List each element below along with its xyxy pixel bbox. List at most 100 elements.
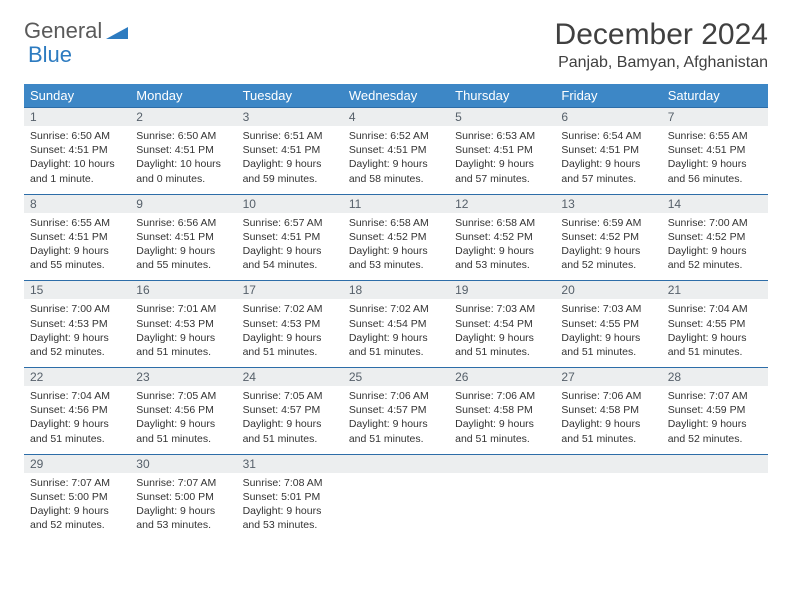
- day-number-cell: 28: [662, 368, 768, 387]
- day-data-cell: Sunrise: 7:04 AMSunset: 4:56 PMDaylight:…: [24, 386, 130, 454]
- day-number-cell: [449, 454, 555, 473]
- day-data-cell: Sunrise: 7:03 AMSunset: 4:54 PMDaylight:…: [449, 299, 555, 367]
- sunrise-text: Sunrise: 7:00 AM: [30, 302, 124, 316]
- sunrise-text: Sunrise: 6:58 AM: [455, 216, 549, 230]
- sunset-text: Sunset: 4:58 PM: [455, 403, 549, 417]
- day-number-row: 293031: [24, 454, 768, 473]
- daylight-text: Daylight: 9 hours and 51 minutes.: [455, 417, 549, 445]
- day-data-cell: Sunrise: 7:03 AMSunset: 4:55 PMDaylight:…: [555, 299, 661, 367]
- day-number-cell: [555, 454, 661, 473]
- day-data-cell: Sunrise: 7:02 AMSunset: 4:53 PMDaylight:…: [237, 299, 343, 367]
- sunset-text: Sunset: 4:51 PM: [243, 143, 337, 157]
- day-number-cell: 13: [555, 194, 661, 213]
- day-number-cell: 26: [449, 368, 555, 387]
- day-data-cell: [343, 473, 449, 541]
- daylight-text: Daylight: 9 hours and 53 minutes.: [349, 244, 443, 272]
- day-data-cell: Sunrise: 7:00 AMSunset: 4:52 PMDaylight:…: [662, 213, 768, 281]
- weekday-header: Thursday: [449, 84, 555, 108]
- day-data-row: Sunrise: 6:55 AMSunset: 4:51 PMDaylight:…: [24, 213, 768, 281]
- sunrise-text: Sunrise: 7:06 AM: [455, 389, 549, 403]
- sunrise-text: Sunrise: 6:50 AM: [136, 129, 230, 143]
- sunrise-text: Sunrise: 6:56 AM: [136, 216, 230, 230]
- day-number-cell: 16: [130, 281, 236, 300]
- day-number-cell: 24: [237, 368, 343, 387]
- sunrise-text: Sunrise: 6:51 AM: [243, 129, 337, 143]
- weekday-header: Saturday: [662, 84, 768, 108]
- day-data-cell: Sunrise: 6:50 AMSunset: 4:51 PMDaylight:…: [130, 126, 236, 194]
- day-number-cell: 3: [237, 108, 343, 127]
- day-data-cell: Sunrise: 7:06 AMSunset: 4:58 PMDaylight:…: [555, 386, 661, 454]
- sunrise-text: Sunrise: 7:00 AM: [668, 216, 762, 230]
- day-data-cell: Sunrise: 6:50 AMSunset: 4:51 PMDaylight:…: [24, 126, 130, 194]
- day-data-cell: Sunrise: 7:06 AMSunset: 4:58 PMDaylight:…: [449, 386, 555, 454]
- sunset-text: Sunset: 4:56 PM: [136, 403, 230, 417]
- sunrise-text: Sunrise: 6:55 AM: [668, 129, 762, 143]
- daylight-text: Daylight: 9 hours and 55 minutes.: [30, 244, 124, 272]
- sunset-text: Sunset: 4:59 PM: [668, 403, 762, 417]
- day-number-cell: 1: [24, 108, 130, 127]
- day-number-row: 22232425262728: [24, 368, 768, 387]
- daylight-text: Daylight: 9 hours and 52 minutes.: [30, 331, 124, 359]
- daylight-text: Daylight: 9 hours and 51 minutes.: [349, 331, 443, 359]
- brand-word1: General: [24, 18, 102, 44]
- day-number-cell: 5: [449, 108, 555, 127]
- day-number-row: 15161718192021: [24, 281, 768, 300]
- day-data-row: Sunrise: 7:07 AMSunset: 5:00 PMDaylight:…: [24, 473, 768, 541]
- sunset-text: Sunset: 4:53 PM: [243, 317, 337, 331]
- sunrise-text: Sunrise: 6:54 AM: [561, 129, 655, 143]
- day-number-cell: 9: [130, 194, 236, 213]
- weekday-header-row: Sunday Monday Tuesday Wednesday Thursday…: [24, 84, 768, 108]
- sunrise-text: Sunrise: 7:03 AM: [455, 302, 549, 316]
- sunset-text: Sunset: 4:54 PM: [349, 317, 443, 331]
- sunset-text: Sunset: 4:52 PM: [349, 230, 443, 244]
- day-data-cell: Sunrise: 6:51 AMSunset: 4:51 PMDaylight:…: [237, 126, 343, 194]
- day-number-cell: 21: [662, 281, 768, 300]
- day-data-cell: Sunrise: 6:54 AMSunset: 4:51 PMDaylight:…: [555, 126, 661, 194]
- sunrise-text: Sunrise: 7:05 AM: [136, 389, 230, 403]
- header: General December 2024 Panjab, Bamyan, Af…: [24, 18, 768, 72]
- sunset-text: Sunset: 4:51 PM: [30, 143, 124, 157]
- day-data-cell: Sunrise: 6:59 AMSunset: 4:52 PMDaylight:…: [555, 213, 661, 281]
- daylight-text: Daylight: 9 hours and 51 minutes.: [243, 331, 337, 359]
- sunset-text: Sunset: 5:00 PM: [136, 490, 230, 504]
- sunset-text: Sunset: 4:51 PM: [243, 230, 337, 244]
- daylight-text: Daylight: 9 hours and 51 minutes.: [30, 417, 124, 445]
- sunset-text: Sunset: 5:00 PM: [30, 490, 124, 504]
- brand-word2: Blue: [28, 42, 72, 68]
- location-text: Panjab, Bamyan, Afghanistan: [555, 54, 768, 72]
- day-data-cell: Sunrise: 7:01 AMSunset: 4:53 PMDaylight:…: [130, 299, 236, 367]
- day-number-cell: 8: [24, 194, 130, 213]
- day-data-cell: Sunrise: 7:07 AMSunset: 4:59 PMDaylight:…: [662, 386, 768, 454]
- day-number-cell: 22: [24, 368, 130, 387]
- daylight-text: Daylight: 9 hours and 57 minutes.: [455, 157, 549, 185]
- day-data-cell: Sunrise: 7:08 AMSunset: 5:01 PMDaylight:…: [237, 473, 343, 541]
- day-data-cell: Sunrise: 7:07 AMSunset: 5:00 PMDaylight:…: [24, 473, 130, 541]
- day-data-cell: Sunrise: 6:57 AMSunset: 4:51 PMDaylight:…: [237, 213, 343, 281]
- day-data-cell: Sunrise: 6:52 AMSunset: 4:51 PMDaylight:…: [343, 126, 449, 194]
- sunset-text: Sunset: 4:52 PM: [668, 230, 762, 244]
- brand-logo: General: [24, 18, 128, 44]
- day-data-cell: Sunrise: 6:56 AMSunset: 4:51 PMDaylight:…: [130, 213, 236, 281]
- sunset-text: Sunset: 5:01 PM: [243, 490, 337, 504]
- day-data-cell: Sunrise: 6:58 AMSunset: 4:52 PMDaylight:…: [343, 213, 449, 281]
- day-data-cell: Sunrise: 6:55 AMSunset: 4:51 PMDaylight:…: [24, 213, 130, 281]
- day-number-cell: 2: [130, 108, 236, 127]
- day-number-cell: 30: [130, 454, 236, 473]
- sunset-text: Sunset: 4:51 PM: [561, 143, 655, 157]
- day-number-cell: 15: [24, 281, 130, 300]
- sunset-text: Sunset: 4:54 PM: [455, 317, 549, 331]
- daylight-text: Daylight: 9 hours and 53 minutes.: [243, 504, 337, 532]
- daylight-text: Daylight: 9 hours and 51 minutes.: [136, 331, 230, 359]
- sunset-text: Sunset: 4:58 PM: [561, 403, 655, 417]
- day-number-cell: 14: [662, 194, 768, 213]
- daylight-text: Daylight: 9 hours and 56 minutes.: [668, 157, 762, 185]
- sunrise-text: Sunrise: 6:52 AM: [349, 129, 443, 143]
- day-data-cell: Sunrise: 6:53 AMSunset: 4:51 PMDaylight:…: [449, 126, 555, 194]
- daylight-text: Daylight: 10 hours and 0 minutes.: [136, 157, 230, 185]
- sunset-text: Sunset: 4:55 PM: [561, 317, 655, 331]
- day-number-cell: 4: [343, 108, 449, 127]
- sunrise-text: Sunrise: 7:02 AM: [243, 302, 337, 316]
- daylight-text: Daylight: 9 hours and 55 minutes.: [136, 244, 230, 272]
- weekday-header: Friday: [555, 84, 661, 108]
- sunrise-text: Sunrise: 7:06 AM: [561, 389, 655, 403]
